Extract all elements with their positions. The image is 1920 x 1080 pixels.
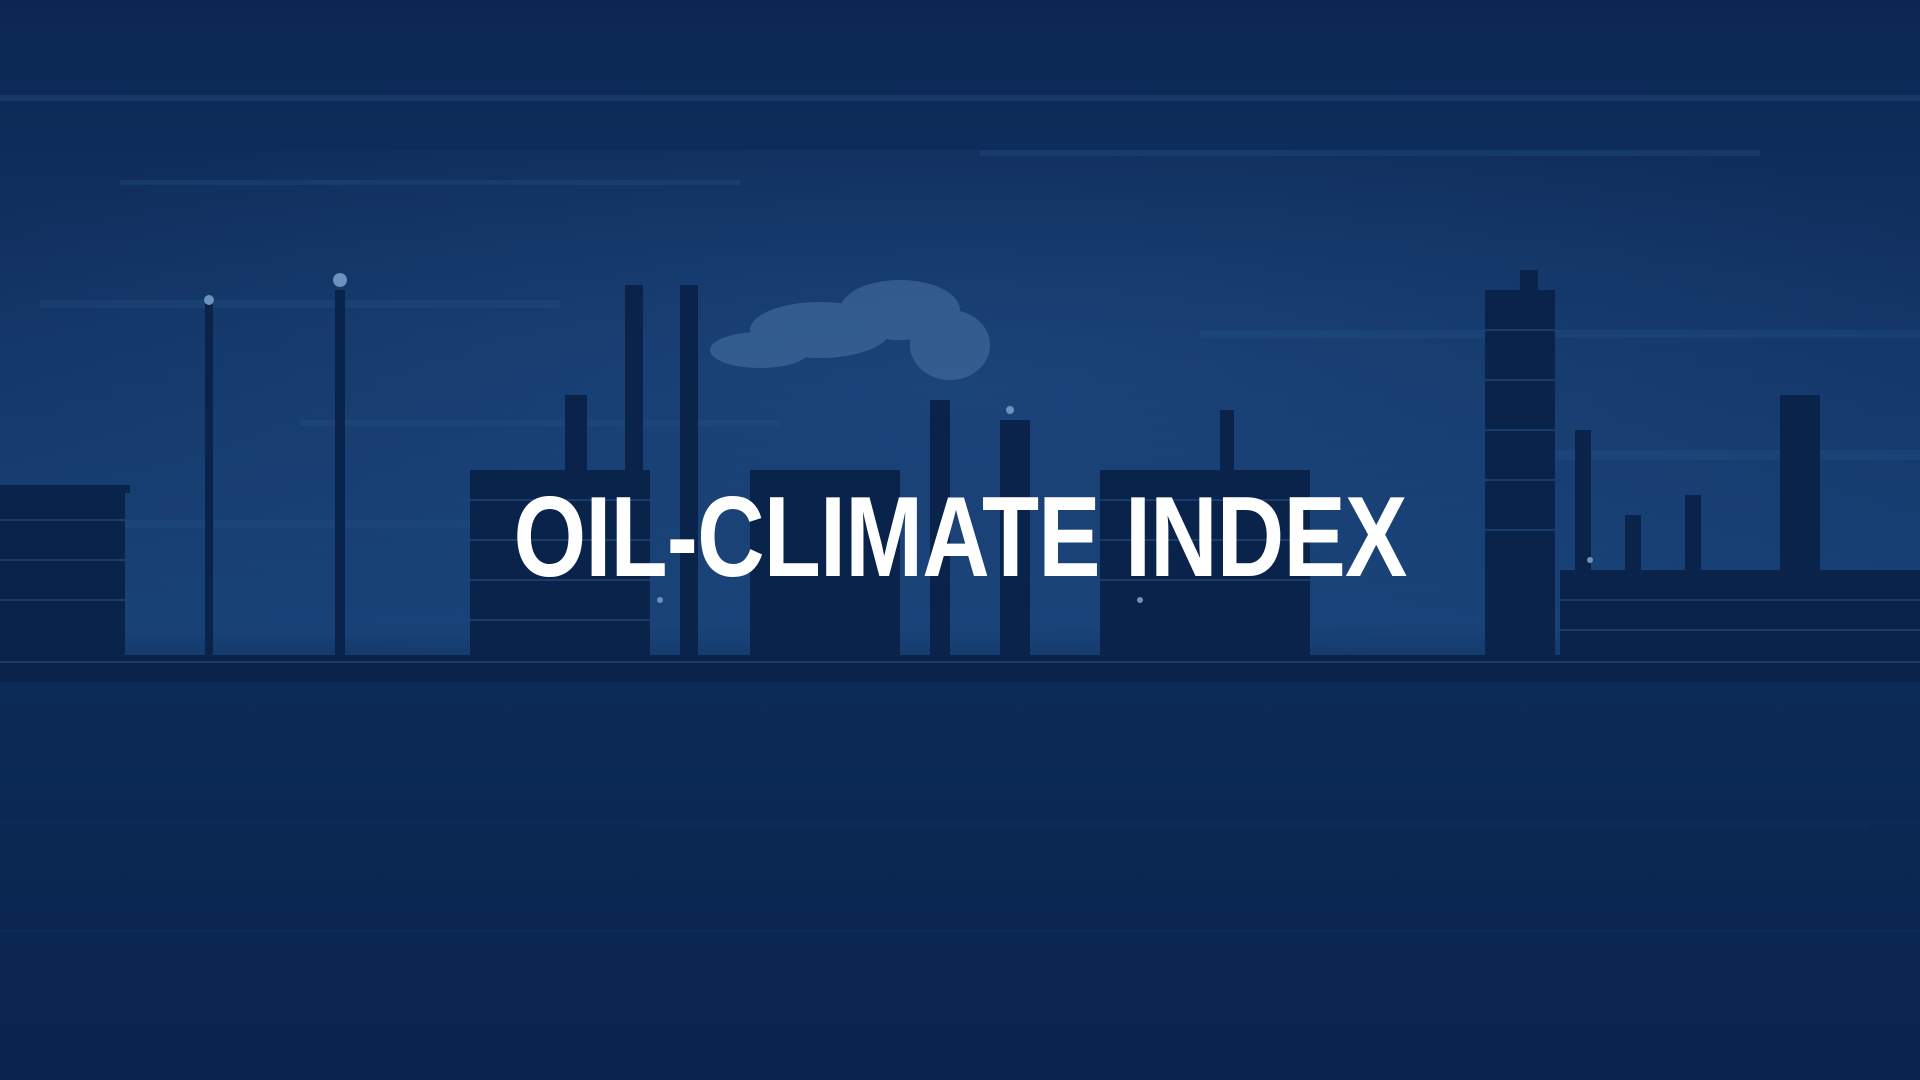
refinery-silhouette xyxy=(0,270,1920,685)
smoke-plume xyxy=(710,280,990,380)
ground-texture xyxy=(0,820,1920,933)
cloud-streaks xyxy=(0,95,1920,528)
page-title: OIL-CLIMATE INDEX xyxy=(513,474,1407,601)
scaffolding xyxy=(0,329,1920,663)
